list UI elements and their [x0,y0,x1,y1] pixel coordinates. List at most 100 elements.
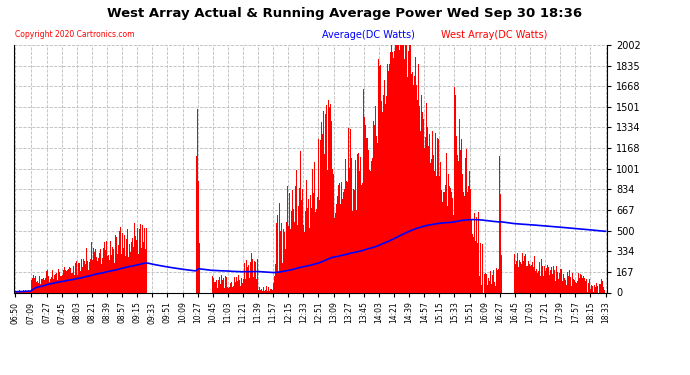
Bar [447,206,448,292]
Bar [599,284,600,292]
Bar [145,249,146,292]
Bar [119,231,120,292]
Bar [488,281,489,292]
Bar [441,179,442,292]
Bar [393,45,395,292]
Bar [310,178,311,292]
Bar [277,215,278,292]
Bar [329,107,330,292]
Bar [290,229,291,292]
Bar [465,158,466,292]
Bar [417,100,418,292]
Bar [536,269,537,292]
Bar [89,262,90,292]
Bar [368,150,369,292]
Bar [279,203,280,292]
Bar [551,267,552,292]
Bar [296,170,297,292]
Bar [69,267,70,292]
Bar [321,116,322,292]
Bar [248,266,249,292]
Bar [303,225,304,292]
Bar [396,45,397,292]
Bar [404,45,405,292]
Bar [136,240,137,292]
Bar [282,263,283,292]
Bar [578,273,579,292]
Bar [547,266,548,292]
Bar [602,289,604,292]
Bar [55,274,56,292]
Bar [346,158,348,292]
Bar [123,233,124,292]
Bar [359,171,360,292]
Bar [217,288,218,292]
Bar [496,268,497,292]
Bar [423,119,424,292]
Bar [104,242,105,292]
Bar [550,270,551,292]
Bar [230,282,232,292]
Bar [259,288,260,292]
Bar [389,64,391,292]
Bar [229,287,230,292]
Bar [543,276,544,292]
Bar [492,275,493,292]
Bar [317,197,318,292]
Bar [272,290,273,292]
Text: Copyright 2020 Cartronics.com: Copyright 2020 Cartronics.com [15,30,135,39]
Bar [225,276,226,292]
Bar [239,280,240,292]
Bar [19,290,20,292]
Bar [56,273,57,292]
Bar [345,159,346,292]
Bar [127,229,128,292]
Bar [265,290,266,292]
Bar [475,241,476,292]
Bar [228,288,229,292]
Bar [97,261,98,292]
Text: Average(DC Watts): Average(DC Watts) [322,30,415,40]
Bar [47,270,48,292]
Bar [553,266,554,292]
Bar [335,204,337,292]
Bar [124,235,125,292]
Bar [339,183,340,292]
Bar [144,228,145,292]
Bar [224,288,225,292]
Bar [595,287,596,292]
Bar [446,153,447,292]
Bar [533,267,534,292]
Bar [437,138,438,292]
Bar [562,281,563,292]
Bar [476,217,477,292]
Bar [352,202,353,292]
Bar [434,171,435,292]
Bar [236,277,237,292]
Bar [63,267,65,292]
Bar [218,280,219,292]
Bar [342,199,343,292]
Bar [449,186,450,292]
Bar [251,253,252,292]
Bar [113,249,114,292]
Bar [364,117,365,292]
Bar [318,139,319,292]
Bar [538,270,539,292]
Bar [590,289,591,292]
Bar [146,228,147,292]
Bar [319,140,321,292]
Bar [226,275,228,292]
Bar [198,181,199,292]
Bar [74,274,75,292]
Bar [379,59,380,292]
Bar [261,289,262,292]
Bar [61,276,62,292]
Bar [430,163,431,292]
Bar [220,284,221,292]
Bar [298,206,299,292]
Bar [579,278,580,292]
Bar [571,285,573,292]
Bar [294,222,295,292]
Bar [477,252,478,292]
